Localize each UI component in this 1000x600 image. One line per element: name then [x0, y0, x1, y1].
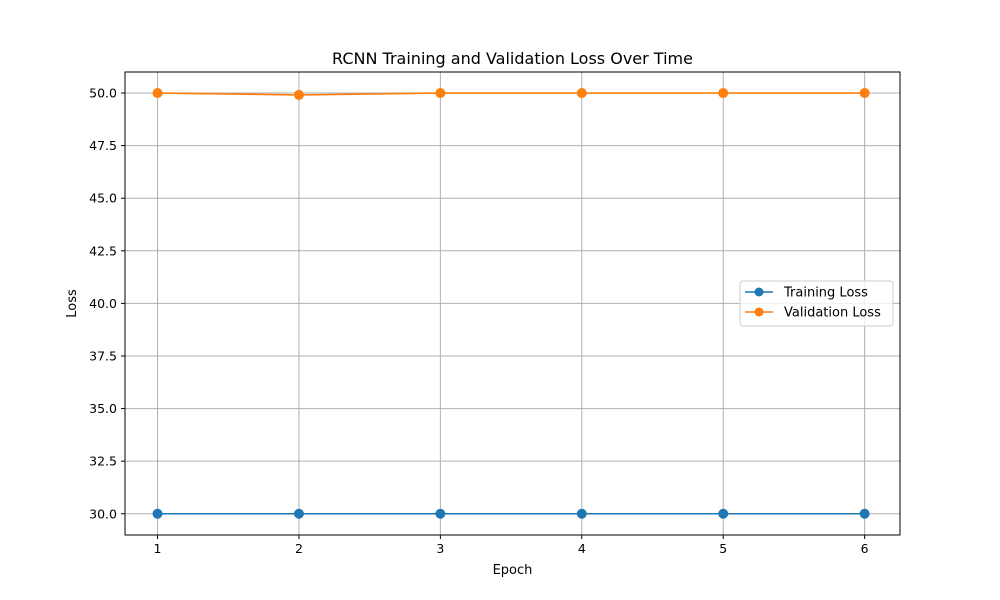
- y-tick-label: 32.5: [89, 454, 117, 469]
- training-loss-legend-marker: [754, 287, 764, 297]
- x-axis-label: Epoch: [493, 563, 533, 578]
- y-tick-label: 35.0: [89, 401, 117, 416]
- validation-loss-point: [859, 88, 870, 99]
- training-loss-point: [152, 508, 163, 519]
- y-tick-label: 42.5: [89, 243, 117, 258]
- legend-items: Training Loss Validation Loss: [745, 286, 881, 321]
- validation-loss-point: [576, 88, 587, 99]
- y-tick-label: 37.5: [89, 348, 117, 363]
- validation-loss-point: [293, 89, 304, 100]
- chart-legend: Training Loss Validation Loss: [739, 280, 894, 327]
- x-axis-ticks: 1 2 3 4 5 6: [154, 535, 869, 556]
- validation-loss-point: [435, 88, 446, 99]
- validation-loss-legend-label: Validation Loss: [784, 306, 881, 321]
- series-layer: [152, 88, 870, 519]
- validation-loss-legend-marker: [754, 307, 764, 317]
- validation-loss-point: [718, 88, 729, 99]
- training-loss-point: [718, 508, 729, 519]
- training-loss-point: [293, 508, 304, 519]
- y-tick-label: 45.0: [89, 191, 117, 206]
- x-tick-label: 6: [861, 541, 869, 556]
- x-tick-label: 2: [295, 541, 303, 556]
- validation-loss-line: [157, 92, 865, 96]
- x-tick-label: 3: [436, 541, 444, 556]
- y-tick-label: 50.0: [89, 86, 117, 101]
- y-tick-label: 30.0: [89, 506, 117, 521]
- y-axis-label: Loss: [65, 289, 80, 318]
- x-tick-label: 4: [578, 541, 586, 556]
- training-loss-point: [576, 508, 587, 519]
- y-tick-label: 47.5: [89, 138, 117, 153]
- y-axis-ticks: 30.0 32.5 35.0 37.5 40.0 42.5 45.0 47.5 50.0: [89, 86, 125, 521]
- validation-loss-point: [152, 88, 163, 99]
- y-tick-label: 40.0: [89, 296, 117, 311]
- training-loss-point: [435, 508, 446, 519]
- x-tick-label: 5: [719, 541, 727, 556]
- legend-box: [739, 280, 894, 327]
- chart-title: RCNN Training and Validation Loss Over T…: [332, 49, 693, 68]
- training-loss-point: [859, 508, 870, 519]
- training-loss-legend-label: Training Loss: [783, 286, 868, 301]
- x-tick-label: 1: [154, 541, 162, 556]
